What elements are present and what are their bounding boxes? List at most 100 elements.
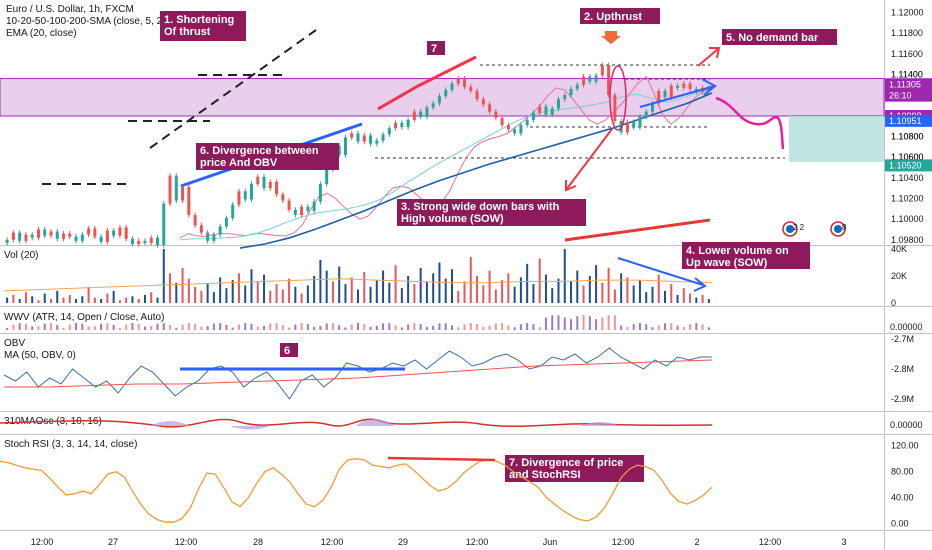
annotation-lower-volume: 4. Lower volume on Up wave (SOW) [686,245,789,269]
wwv-bar [62,327,65,330]
wwv-bar [388,323,391,330]
wwv-bar [125,324,128,330]
resistance-zone [0,78,885,117]
wwv-bar [325,323,328,330]
candle-body [381,134,385,141]
volume-bar [638,280,641,303]
wwv-bar [482,326,485,330]
stochrsi-divergence-line [387,456,496,462]
wwv-bar [563,317,566,330]
wwv-bar [626,327,629,330]
volume-bar [263,274,266,303]
candle-body [218,226,222,235]
red-sma-line [564,218,711,242]
stoch-tick-label: 0.00 [891,519,909,529]
wwv-bar [638,323,641,330]
candle-body [174,175,178,201]
candle-body [99,236,103,242]
wwv-bar [651,327,654,330]
candle-body [444,89,448,97]
obv-tick-label: -2.8M [891,364,914,374]
volume-bar [87,286,90,303]
volume-bar [526,263,529,303]
wwv-bar [469,323,472,330]
wwv-bars [6,315,710,330]
volume-bar [313,276,316,303]
wwv-bar [425,326,428,330]
candle-body [193,215,197,226]
candle-body [224,218,228,227]
candle-body [488,104,492,112]
price-tick-label: 1.11400 [891,69,923,79]
wwv-bar [319,325,322,330]
blue-arrowhead [701,78,717,96]
candle-body [525,119,529,126]
volume-bar [125,297,128,303]
stoch-tick-label: 80.00 [891,467,914,477]
price-label-box [885,89,932,102]
candle-body [143,240,147,243]
wwv-bar [576,316,579,330]
volume-bar [200,290,203,303]
candle-body [243,191,247,200]
time-tick-label: 12:00 [321,537,344,547]
candle-body [475,90,479,100]
volume-bar [707,298,710,303]
candle-body [431,103,435,108]
wwv-bar [331,323,334,330]
wwv-bar [494,323,497,330]
wwv-bar [175,327,178,330]
wwv-bar [288,327,291,330]
chart-title: Euro / U.S. Dollar, 1h, FXCM [6,4,134,15]
candle-body [669,85,673,98]
volume-bar [281,289,284,303]
wwv-bar [43,323,46,330]
wwv-bar [588,316,591,330]
candle-body [356,133,360,142]
wwv-bar [457,327,460,330]
wwv-bar [526,323,529,330]
wwv-bar [162,323,165,330]
wwv-bar [275,323,278,330]
candle-body [456,78,460,84]
volume-bar [657,274,660,303]
wwv-bar [118,327,121,330]
wwv-bar [6,328,9,330]
volume-bar [237,273,240,303]
volume-bar [494,289,497,303]
event-badges[interactable]: 2 2 8 [782,221,847,237]
event-badge-count-2: 8 [842,223,847,232]
wwv-bar [645,324,648,330]
candle-body [300,206,304,216]
volume-bar [219,277,222,303]
volume-bar [250,269,253,303]
volume-bar [56,290,59,303]
wwv-bar [150,326,153,330]
stoch-rsi-label: Stoch RSI (3, 3, 14, 14, close) [4,439,137,450]
candle-body [406,119,410,128]
candle-body [181,187,185,201]
wwv-bar [557,315,560,330]
wwv-bar [143,326,146,330]
volume-bar [231,280,234,303]
obv-lines [3,347,713,400]
wwv-bar [400,327,403,330]
time-axis[interactable]: 12:00 27 12:00 28 12:00 29 12:00 Jun 12:00 2 12:00… [31,537,847,547]
volume-bar [319,259,322,303]
candle-body [594,75,598,82]
volume-bar [187,278,190,303]
candle-body [563,95,567,100]
price-tick-label: 1.11800 [891,28,923,38]
time-tick-label: 29 [398,537,408,547]
volume-tick-label: 20K [891,271,907,281]
candle-body [632,121,636,128]
wwv-label: WWV (ATR, 14, Open / Close, Auto) [4,312,164,323]
wwv-axis-tick: 0.00000 [890,322,923,332]
candle-body [569,88,573,96]
candle-body [425,107,429,117]
time-tick-label: 28 [253,537,263,547]
wwv-bar [438,323,441,330]
candle-body [556,99,560,109]
wwv-bar [394,325,397,330]
